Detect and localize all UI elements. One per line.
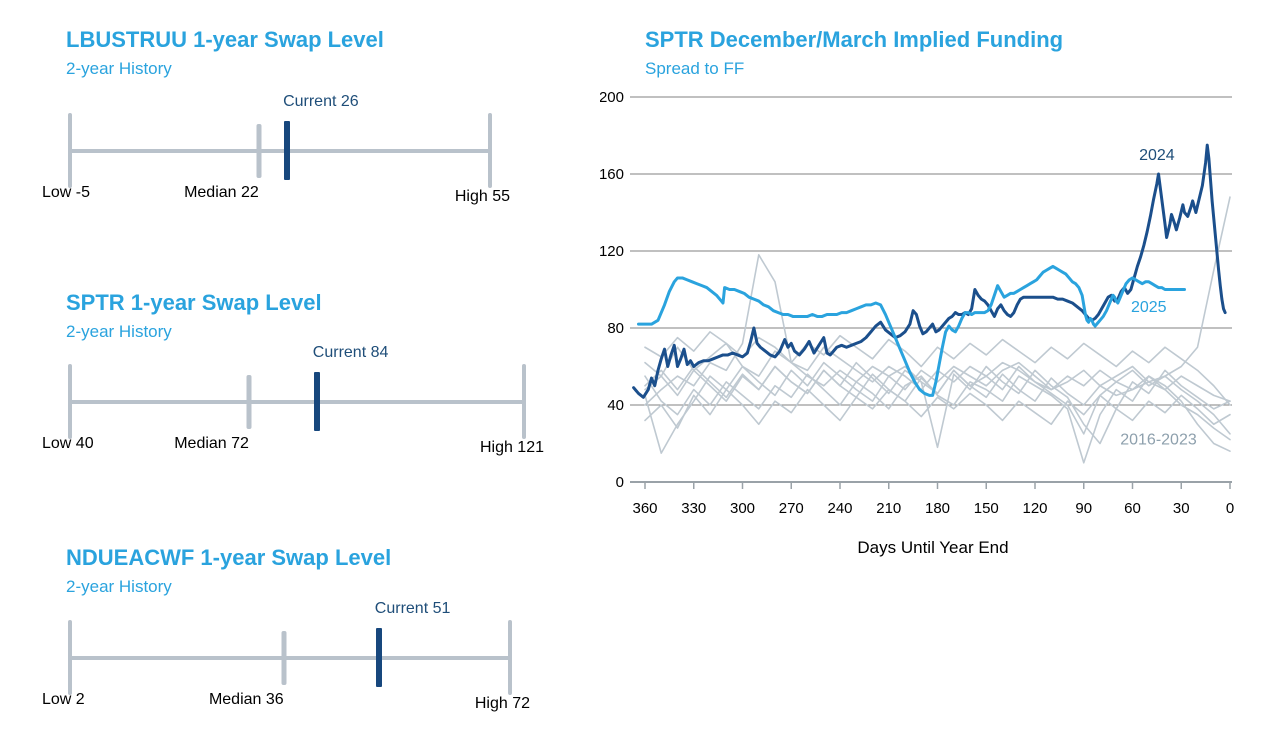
- svg-text:270: 270: [779, 500, 804, 517]
- svg-text:80: 80: [607, 320, 624, 337]
- high-cap-mark: [508, 620, 512, 695]
- implied-funding-chart-title: SPTR December/March Implied Funding: [645, 27, 1064, 52]
- low-value-label: Low 2: [42, 691, 85, 708]
- sptr-range-chart: Current 84 Low 40 Median 72 High 121: [42, 344, 544, 479]
- high-value-label: High 55: [454, 188, 510, 205]
- current-tick-mark: [375, 628, 382, 687]
- high-value-label: High 121: [479, 439, 544, 456]
- svg-text:180: 180: [925, 500, 950, 517]
- low-value-label: Low -5: [42, 184, 91, 201]
- sptr-chart-subtitle: 2-year History: [66, 322, 172, 341]
- svg-text:300: 300: [730, 500, 755, 517]
- lbustruu-chart-title: LBUSTRUU 1-year Swap Level: [66, 27, 384, 52]
- svg-text:210: 210: [876, 500, 901, 517]
- median-tick-mark: [246, 375, 252, 429]
- svg-text:150: 150: [974, 500, 999, 517]
- svg-text:30: 30: [1173, 500, 1190, 517]
- ndueacwf-range-chart: Current 51 Low 2 Median 36 High 72: [42, 600, 530, 735]
- current-tick-mark: [313, 372, 320, 431]
- svg-text:2025: 2025: [1131, 299, 1167, 316]
- lbustruu-chart-subtitle: 2-year History: [66, 59, 172, 78]
- low-value-label: Low 40: [42, 435, 94, 452]
- svg-text:160: 160: [600, 166, 624, 183]
- svg-text:240: 240: [827, 500, 852, 517]
- ndueacwf-chart-title: NDUEACWF 1-year Swap Level: [66, 545, 392, 570]
- range-rail: [68, 400, 526, 404]
- current-value-label: Current 26: [283, 93, 359, 110]
- median-tick-mark: [256, 124, 262, 178]
- high-value-label: High 72: [474, 695, 530, 712]
- svg-text:2024: 2024: [1139, 147, 1175, 164]
- low-cap-mark: [68, 364, 72, 439]
- svg-text:Days Until Year End: Days Until Year End: [857, 538, 1008, 557]
- svg-text:120: 120: [1022, 500, 1047, 517]
- low-cap-mark: [68, 620, 72, 695]
- svg-text:200: 200: [600, 89, 624, 106]
- lbustruu-range-chart: Current 26 Low -5 Median 22 High 55: [42, 93, 510, 228]
- svg-text:60: 60: [1124, 500, 1141, 517]
- sptr-chart-title: SPTR 1-year Swap Level: [66, 290, 322, 315]
- implied-funding-chart: 0 40 80 120 160 200 360 330 300 270 240 210 180 150 12…: [599, 85, 1277, 560]
- median-tick-mark: [281, 631, 287, 685]
- current-tick-mark: [284, 121, 291, 180]
- low-cap-mark: [68, 113, 72, 188]
- high-cap-mark: [522, 364, 526, 439]
- svg-text:0: 0: [616, 474, 624, 491]
- svg-text:40: 40: [607, 397, 624, 414]
- range-rail: [68, 656, 512, 660]
- svg-text:120: 120: [600, 243, 624, 260]
- svg-text:90: 90: [1075, 500, 1092, 517]
- svg-text:360: 360: [632, 500, 657, 517]
- current-value-label: Current 84: [312, 344, 389, 361]
- svg-text:330: 330: [681, 500, 706, 517]
- svg-text:2016-2023: 2016-2023: [1120, 432, 1197, 449]
- implied-funding-chart-subtitle: Spread to FF: [645, 59, 745, 78]
- current-value-label: Current 51: [374, 600, 451, 617]
- ndueacwf-chart-subtitle: 2-year History: [66, 577, 172, 596]
- high-cap-mark: [488, 113, 492, 188]
- range-rail: [68, 149, 492, 153]
- median-value-label: Median 36: [208, 691, 284, 708]
- median-value-label: Median 72: [174, 435, 249, 452]
- median-value-label: Median 22: [184, 184, 259, 201]
- svg-text:0: 0: [1226, 500, 1234, 517]
